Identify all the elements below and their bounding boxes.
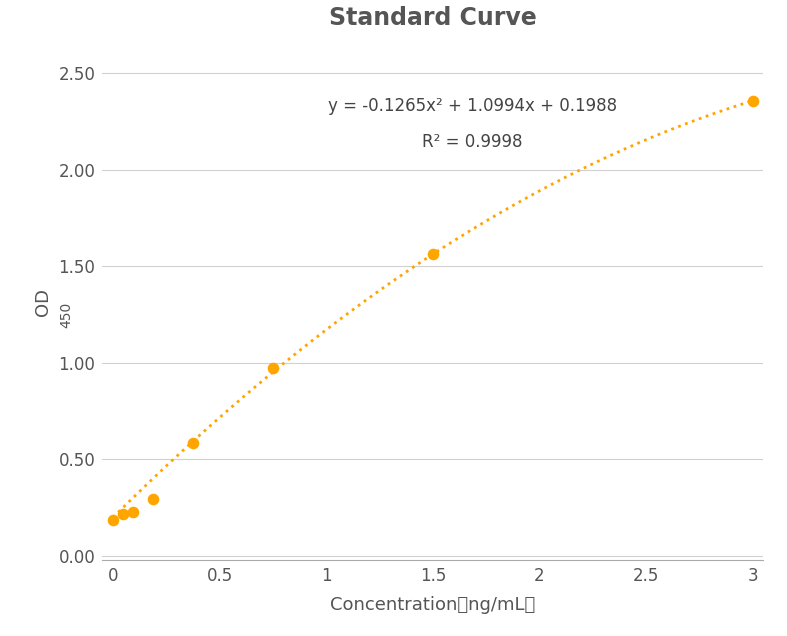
Text: y = -0.1265x² + 1.0994x + 0.1988: y = -0.1265x² + 1.0994x + 0.1988 — [328, 97, 617, 115]
Title: Standard Curve: Standard Curve — [329, 6, 537, 30]
Text: 450: 450 — [59, 302, 73, 328]
Text: OD: OD — [34, 288, 52, 316]
Point — [116, 509, 129, 520]
Point — [127, 507, 139, 517]
Point — [187, 438, 199, 448]
Point — [427, 249, 439, 259]
X-axis label: Concentration（ng/mL）: Concentration（ng/mL） — [331, 596, 535, 614]
Point — [146, 494, 159, 504]
Point — [107, 515, 120, 525]
Text: R² = 0.9998: R² = 0.9998 — [423, 134, 523, 151]
Point — [746, 96, 759, 106]
Point — [267, 363, 279, 373]
